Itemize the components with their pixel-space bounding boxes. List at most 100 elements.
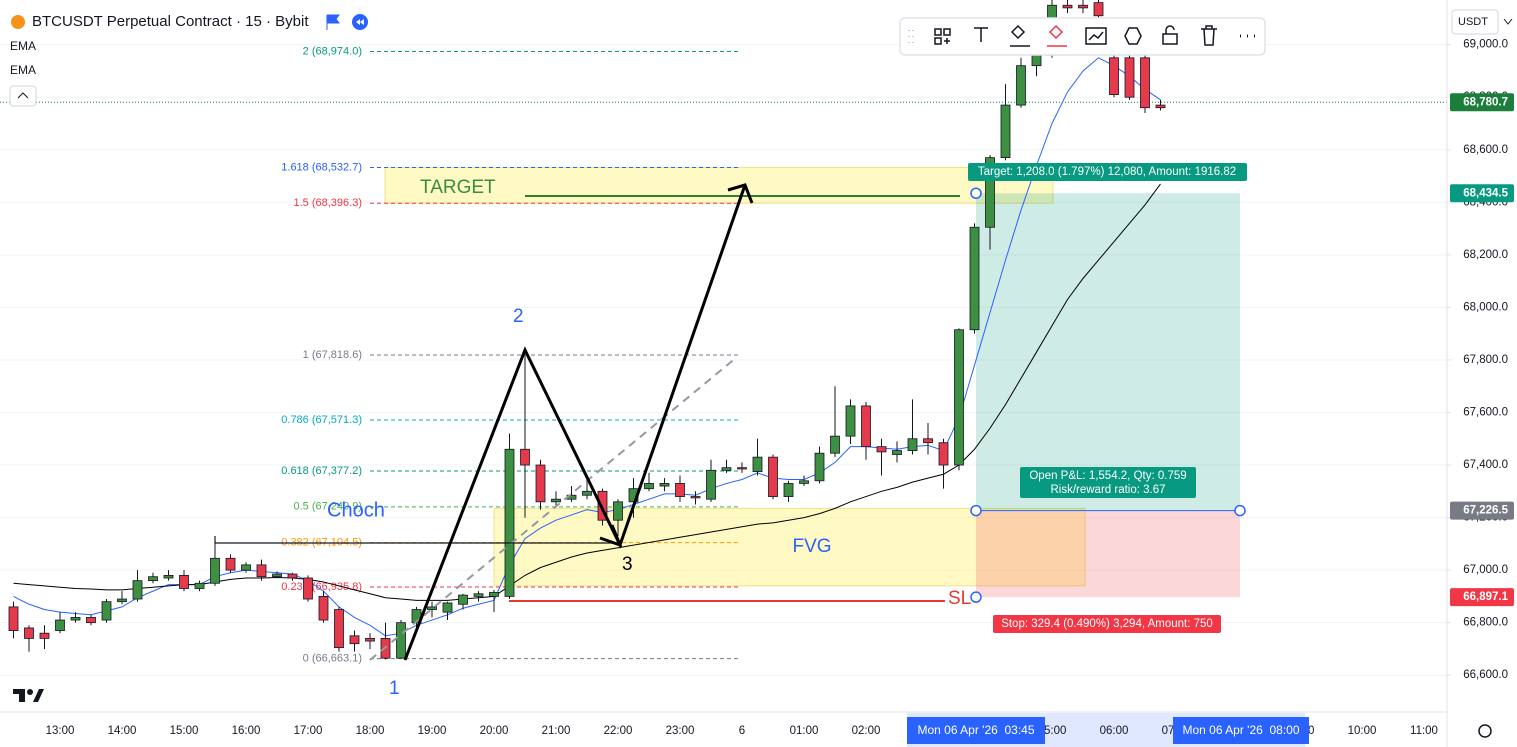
legend-entry[interactable]: EMA (10, 63, 36, 77)
price-badge-label: 66,897.1 (1463, 591, 1508, 603)
legend: BTCUSDT Perpetual Contract · 15 · Bybit … (9, 9, 1513, 702)
candle-body (799, 480, 809, 484)
y-tick-label: 67,400.0 (1463, 459, 1508, 471)
y-tick-label: 68,200.0 (1463, 249, 1508, 261)
fib-label: 1.618 (68,532.7) (281, 161, 362, 173)
candle-body (768, 456, 778, 497)
annotation: Choch (327, 499, 385, 521)
candle-body (1062, 4, 1073, 9)
text-icon[interactable] (974, 27, 988, 42)
annotation: 3 (622, 554, 633, 575)
pnl-label: Open P&L: 1,554.2, Qty: 0.759 (1029, 470, 1186, 482)
style-icon[interactable] (1085, 27, 1107, 45)
annotation: 1 (389, 678, 400, 699)
candle-body (8, 606, 19, 631)
candle-body (644, 483, 654, 490)
ema-line (13, 183, 1161, 601)
candle-body (1155, 104, 1166, 109)
candle-body (55, 619, 65, 631)
x-tick-label: 20:00 (480, 725, 509, 737)
annotation: TARGET (420, 177, 496, 198)
candle-body (504, 448, 515, 597)
time-badge-label: Mon 06 Apr '26 08:00 (1182, 723, 1299, 737)
position-labels: Target: 1,208.0 (1.797%) 12,080, Amount:… (968, 163, 1247, 633)
position-handle (970, 187, 982, 199)
price-badges: 68,780.7 68,434.5 67,226.5 66,897.1 (1450, 93, 1514, 607)
candle-body (473, 593, 484, 597)
candle-body (272, 573, 282, 578)
candle-body (396, 622, 406, 659)
arrow-head (599, 524, 623, 548)
template-icon[interactable] (934, 28, 951, 45)
candle-body (830, 435, 840, 454)
position-handle (970, 504, 982, 517)
candle-body (318, 595, 329, 621)
ema-line (13, 57, 1161, 637)
candle-body (163, 574, 174, 579)
candle-body (659, 483, 670, 487)
arrow-head (727, 183, 754, 204)
trend-line (369, 356, 738, 661)
fill-icon[interactable] (1010, 24, 1030, 47)
candle-body (194, 582, 205, 589)
candle-body (256, 564, 267, 578)
logo-part (19, 689, 25, 702)
currency-label: USDT (1458, 16, 1488, 28)
candle-body (675, 483, 685, 497)
price-badge-label: 68,780.7 (1463, 96, 1508, 108)
candle-body (954, 329, 964, 466)
candle-body (179, 574, 189, 589)
lock-icon[interactable] (1162, 25, 1178, 45)
candle-body (535, 464, 546, 503)
fib-label: 0.236 (66,935.8) (281, 581, 362, 593)
candle-body (101, 601, 112, 621)
y-tick-label: 67,600.0 (1463, 407, 1508, 419)
x-tick-label: 17:00 (294, 725, 323, 737)
currency-select[interactable] (1451, 9, 1499, 35)
legend-entry[interactable]: EMA (10, 39, 36, 53)
target-label-bg (968, 163, 1247, 181)
candle-body (721, 467, 732, 471)
profit-zone (976, 193, 1240, 511)
position-handle (970, 591, 982, 603)
candle-body (1000, 104, 1011, 159)
line-color-icon[interactable] (1047, 24, 1067, 47)
drawings (214, 183, 960, 661)
candle-body (969, 226, 980, 331)
symbol-title: BTCUSDT Perpetual Contract · 15 · Bybit (32, 13, 309, 30)
candle-body (582, 490, 592, 496)
drag-handle[interactable] (908, 30, 914, 43)
drawing-toolbar (899, 17, 1266, 56)
candle-body (225, 557, 236, 571)
delete-icon[interactable] (1201, 25, 1217, 46)
candle-body (132, 580, 143, 600)
x-tick-label: 21:00 (542, 725, 571, 737)
candle-body (1124, 57, 1135, 98)
candle-body (907, 438, 918, 451)
pnl-label-bg (1020, 467, 1196, 498)
x-tick-label: 16:00 (232, 725, 261, 737)
candle-body (923, 438, 933, 444)
flag-icon[interactable] (326, 14, 340, 30)
y-tick-label: 68,000.0 (1463, 301, 1508, 313)
candle-body (241, 564, 251, 571)
fib-label: 1 (67,818.6) (303, 349, 362, 361)
fib-label: 0 (66,663.1) (303, 653, 362, 665)
annotation: 2 (513, 306, 524, 327)
fvg-zone (493, 507, 1086, 587)
candle-body (365, 638, 375, 642)
x-tick-label: 02:00 (852, 725, 881, 737)
settings-icon[interactable] (1124, 27, 1142, 45)
x-tick-label: 11:00 (1410, 725, 1438, 737)
x-tick-label: 10:00 (1348, 725, 1377, 737)
collapse-icon (17, 92, 29, 99)
settings-icon[interactable] (1478, 724, 1492, 738)
candle-body (458, 594, 468, 605)
candle-body (287, 573, 298, 579)
fib-label: 0.5 (67,240.9) (294, 501, 363, 513)
price-badge (1450, 501, 1514, 520)
collapse-button[interactable] (9, 85, 37, 107)
y-tick-label: 68,600.0 (1463, 144, 1508, 156)
candle-body (86, 617, 96, 624)
